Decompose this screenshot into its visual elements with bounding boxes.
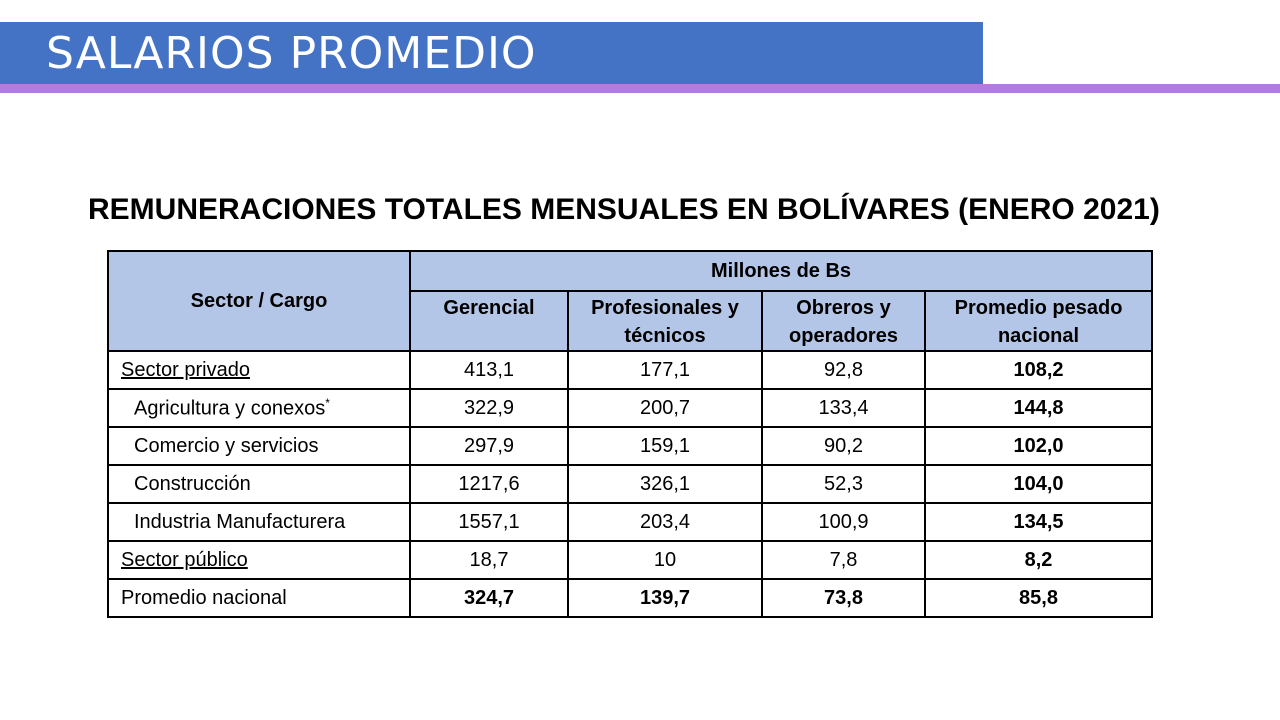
table-row: Construcción 1217,6 326,1 52,3 104,0 <box>107 464 1154 504</box>
header-promedio-pesado: Promedio pesado nacional <box>923 290 1154 352</box>
title-divider <box>0 84 1280 93</box>
header-row: Sector / Cargo Millones de Bs <box>107 250 1154 352</box>
cell-profesionales: 139,7 <box>567 578 763 618</box>
cell-promedio: 85,8 <box>923 578 1154 618</box>
cell-gerencial: 413,1 <box>409 350 569 390</box>
row-label: Industria Manufacturera <box>107 502 411 542</box>
cell-gerencial: 18,7 <box>409 540 569 580</box>
cell-profesionales: 200,7 <box>567 388 763 428</box>
cell-obreros: 73,8 <box>761 578 926 618</box>
row-label: Promedio nacional <box>107 578 411 618</box>
slide-title: SALARIOS PROMEDIO <box>46 28 537 79</box>
title-bar <box>0 22 983 84</box>
cell-profesionales: 10 <box>567 540 763 580</box>
cell-obreros: 7,8 <box>761 540 926 580</box>
header-gerencial: Gerencial <box>409 290 569 352</box>
cell-gerencial: 322,9 <box>409 388 569 428</box>
cell-profesionales: 177,1 <box>567 350 763 390</box>
table-row: Sector privado 413,1 177,1 92,8 108,2 <box>107 350 1154 390</box>
row-label: Agricultura y conexos <box>134 397 326 420</box>
cell-promedio: 144,8 <box>923 388 1154 428</box>
cell-profesionales: 159,1 <box>567 426 763 466</box>
cell-profesionales: 326,1 <box>567 464 763 504</box>
salary-table: Sector / Cargo Millones de Bs Gerencial … <box>107 250 1154 618</box>
footnote-marker: * <box>325 395 330 410</box>
table-row: Agricultura y conexos* 322,9 200,7 133,4… <box>107 388 1154 428</box>
cell-obreros: 100,9 <box>761 502 926 542</box>
cell-promedio: 8,2 <box>923 540 1154 580</box>
table-row: Sector público 18,7 10 7,8 8,2 <box>107 540 1154 580</box>
slide-subtitle: REMUNERACIONES TOTALES MENSUALES EN BOLÍ… <box>88 193 1160 226</box>
table-row: Comercio y servicios 297,9 159,1 90,2 10… <box>107 426 1154 466</box>
header-subrow: Gerencial Profesionales y técnicos Obrer… <box>108 290 1154 352</box>
header-sector-cargo: Sector / Cargo <box>107 250 411 352</box>
table-row-total: Promedio nacional 324,7 139,7 73,8 85,8 <box>107 578 1154 618</box>
row-label: Sector privado <box>121 358 250 381</box>
row-label: Sector público <box>121 548 248 571</box>
row-label: Construcción <box>107 464 411 504</box>
cell-gerencial: 1557,1 <box>409 502 569 542</box>
cell-obreros: 52,3 <box>761 464 926 504</box>
cell-promedio: 102,0 <box>923 426 1154 466</box>
cell-promedio: 104,0 <box>923 464 1154 504</box>
cell-promedio: 108,2 <box>923 350 1154 390</box>
cell-obreros: 92,8 <box>761 350 926 390</box>
cell-obreros: 133,4 <box>761 388 926 428</box>
cell-profesionales: 203,4 <box>567 502 763 542</box>
cell-gerencial: 297,9 <box>409 426 569 466</box>
header-profesionales: Profesionales y técnicos <box>567 290 763 352</box>
cell-gerencial: 1217,6 <box>409 464 569 504</box>
row-label: Comercio y servicios <box>107 426 411 466</box>
header-group: Millones de Bs <box>408 250 1154 292</box>
cell-gerencial: 324,7 <box>409 578 569 618</box>
cell-promedio: 134,5 <box>923 502 1154 542</box>
header-obreros: Obreros y operadores <box>761 290 926 352</box>
table-row: Industria Manufacturera 1557,1 203,4 100… <box>107 502 1154 542</box>
cell-obreros: 90,2 <box>761 426 926 466</box>
